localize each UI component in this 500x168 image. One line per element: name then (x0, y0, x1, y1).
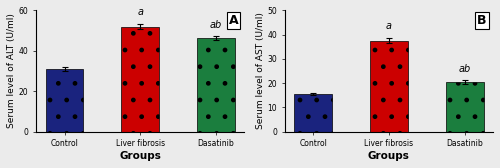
Text: B: B (478, 14, 487, 27)
Bar (122, 27, 159, 132)
Text: a: a (386, 21, 392, 31)
X-axis label: Groups: Groups (120, 151, 161, 161)
Bar (197, 38, 235, 132)
Y-axis label: Serum level of ALT (U/ml): Serum level of ALT (U/ml) (7, 14, 16, 129)
Bar (46, 69, 84, 132)
Bar (294, 94, 332, 132)
Text: ab: ab (458, 64, 471, 74)
Text: a: a (138, 7, 143, 17)
Y-axis label: Serum level of AST (U/ml): Serum level of AST (U/ml) (256, 13, 264, 130)
Bar (446, 82, 484, 132)
Text: ab: ab (210, 20, 222, 30)
Bar (370, 41, 408, 132)
Text: A: A (228, 14, 238, 27)
X-axis label: Groups: Groups (368, 151, 410, 161)
